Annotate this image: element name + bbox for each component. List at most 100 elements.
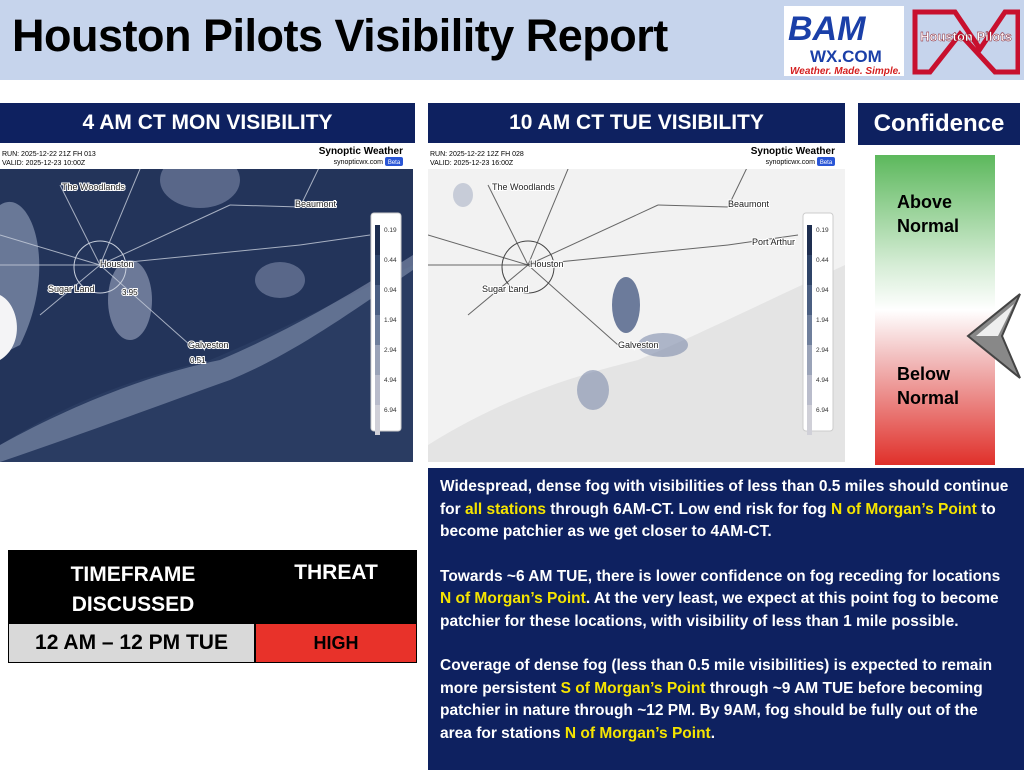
brand: Synoptic Weather [319, 146, 403, 157]
fog-patch [453, 183, 473, 207]
legend-label: 0.19 [384, 227, 397, 234]
legend-label: 2.94 [384, 347, 397, 354]
legend-swatch [375, 315, 380, 345]
road [39, 264, 101, 316]
legend-swatch [375, 285, 380, 315]
above-label: Above Normal [897, 192, 960, 236]
logo-bg [784, 6, 904, 76]
fog-light [255, 262, 305, 298]
road [0, 234, 101, 266]
fog-patch [612, 277, 640, 333]
run-label: RUN: 2025-12-22 12Z FH 028 [430, 151, 524, 158]
logos: BAM WX.COM Weather. Made. Simple. Housto… [784, 6, 1020, 77]
highlight-text: N of Morgan’s Point [440, 590, 586, 607]
road [487, 184, 529, 266]
legend-swatch [375, 375, 380, 405]
valid-label: VALID: 2025-12-23 10:00Z [2, 160, 86, 167]
legend-swatch [807, 405, 812, 435]
table-header-cell: TIMEFRAME DISCUSSED [70, 563, 196, 616]
panel-title: 4 AM CT MON VISIBILITY [0, 103, 415, 143]
summary-text: . [710, 724, 716, 742]
legend-label: 4.94 [816, 377, 829, 384]
legend-label: 0.94 [384, 287, 397, 294]
legend-swatch [375, 225, 380, 255]
summary-paragraph: Widespread, dense fog with visibilities … [440, 476, 1012, 544]
summary-text: through ~9 AM TUE before becoming patchi… [440, 679, 983, 742]
road [428, 234, 529, 266]
clear-area [0, 295, 17, 360]
place-label: Sugar Land [48, 284, 95, 294]
place-label: Sugar Land [482, 284, 529, 294]
place-label: Houston [100, 259, 134, 269]
road [299, 234, 371, 246]
place-label: Galveston [618, 340, 659, 350]
map-header [0, 145, 413, 169]
logo-pilots: Houston Pilots [920, 29, 1012, 44]
fog-patch [577, 370, 609, 410]
road [99, 244, 301, 266]
place-label: The Woodlands [62, 182, 125, 192]
road [657, 204, 729, 208]
legend-swatch [807, 315, 812, 345]
road [99, 204, 231, 266]
legend-swatch [375, 255, 380, 285]
legend-label: 1.94 [384, 317, 397, 324]
legend-swatch [375, 405, 380, 435]
site: synopticwx.com [766, 159, 816, 166]
badge: Beta [820, 160, 833, 166]
place-label: Houston [530, 259, 564, 269]
road [467, 264, 529, 316]
confidence-scale [875, 155, 995, 465]
place-label: Port Arthur [752, 237, 795, 247]
confidence-pointer [966, 293, 1021, 379]
below-label: Below Normal [897, 364, 960, 408]
highlight-text: S of Morgan’s Point [560, 679, 706, 697]
road [527, 204, 659, 266]
legend-swatch [807, 375, 812, 405]
pilots-mark [912, 9, 1020, 75]
legend-swatch [807, 225, 812, 255]
road [99, 264, 191, 346]
brand: Synoptic Weather [751, 146, 835, 157]
place-label: Galveston [188, 340, 229, 350]
page-title: Houston Pilots Visibility Report [12, 10, 668, 61]
summary-text: . At the very least, we expect at this p… [440, 590, 999, 630]
logo-wx: WX.COM [810, 47, 882, 66]
legend-swatch [375, 345, 380, 375]
fog-light [0, 255, 413, 462]
place-label: Beaumont [728, 199, 770, 209]
station-value: 0.51 [190, 356, 206, 365]
road [229, 204, 301, 208]
highlight-text: all stations [464, 500, 546, 518]
legend-label: 0.44 [816, 257, 829, 264]
logo-bam: BAM [788, 10, 866, 48]
summary-text: through 6AM-CT. Low end risk for fog [545, 500, 831, 518]
legend-label: 4.94 [384, 377, 397, 384]
table-header [8, 550, 417, 623]
legend-label: 0.19 [816, 227, 829, 234]
summary-text: Towards ~6 AM TUE, there is lower confid… [440, 567, 1001, 585]
summary-text: Widespread, dense fog with visibilities … [440, 478, 1009, 518]
legend-swatch [807, 285, 812, 315]
road [59, 184, 101, 266]
summary-paragraph: Coverage of dense fog (less than 0.5 mil… [440, 655, 1012, 745]
logo-tagline: Weather. Made. Simple. [790, 66, 901, 77]
place-label: Beaumont [295, 199, 337, 209]
road [527, 244, 729, 266]
legend-label: 2.94 [816, 347, 829, 354]
table-cell: HIGH [255, 623, 417, 663]
fog-light [108, 260, 152, 340]
legend-label: 6.94 [384, 407, 397, 414]
station-value: 3.95 [122, 288, 138, 297]
summary-text: to become patchier as we get closer to 4… [440, 500, 996, 541]
valid-label: VALID: 2025-12-23 16:00Z [430, 160, 514, 167]
fog-patch [638, 333, 688, 357]
highlight-text: N of Morgan’s Point [564, 724, 711, 742]
table-header-cell: THREAT [294, 561, 378, 584]
badge-bg [385, 157, 403, 166]
legend-swatch [807, 255, 812, 285]
run-label: RUN: 2025-12-22 21Z FH 013 [2, 151, 96, 158]
site: synopticwx.com [334, 159, 384, 166]
legend-swatch [807, 345, 812, 375]
gulf [428, 265, 845, 462]
